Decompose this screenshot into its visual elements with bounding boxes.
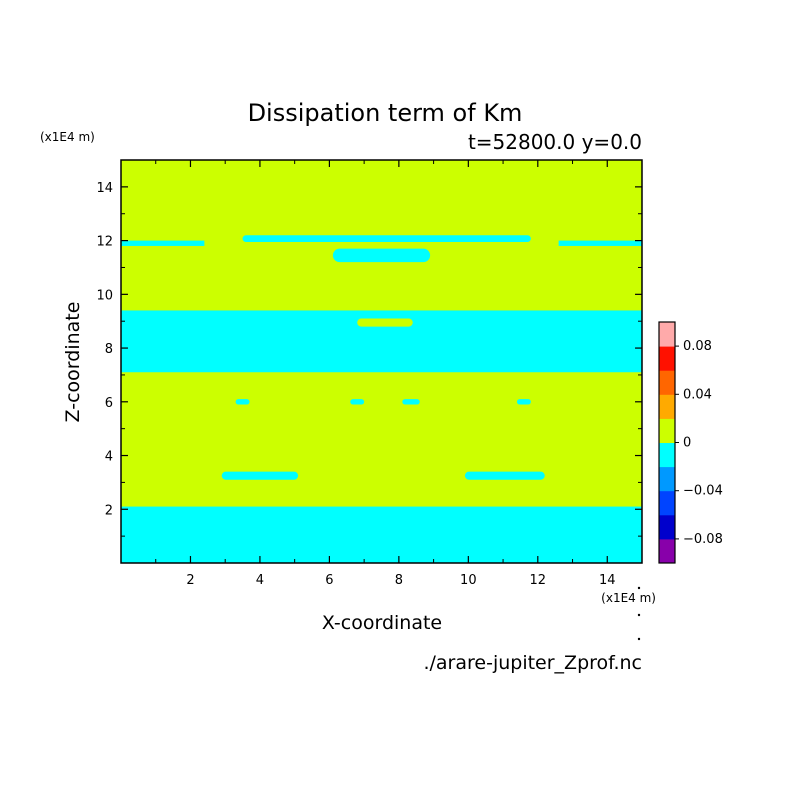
y-tick-label: 14 [96,181,113,196]
plot-frame [120,159,643,564]
x-tick-label: 8 [395,573,403,588]
x-tick-label: 4 [256,573,264,588]
region-low-right-blob [464,471,545,480]
x-tick-label: 12 [530,573,547,588]
y-axis-label: Z-coordinate [62,302,84,423]
colorbar-swatch [659,418,675,443]
colorbar: 0.08 0.04 0 −0.04 −0.08 [658,321,723,564]
y-tick-label: 10 [96,288,113,303]
colorbar-tick-label: 0.08 [683,339,712,354]
x-tick-label: 2 [186,573,194,588]
colorbar-tick-label: 0 [683,436,691,451]
region-upper-center-strip [242,235,531,242]
colorbar-swatch [659,514,675,540]
colorbar-swatch [659,442,675,468]
y-tick-label: 4 [105,450,113,465]
colorbar-swatch [659,466,675,492]
region-upper-right-strip [558,240,642,246]
y-unit-label: (x1E4 m) [40,130,95,144]
source-file-label: ./arare-jupiter_Zprof.nc [423,652,642,674]
region-bottom-band [121,506,642,563]
contour-regions [121,235,642,563]
colorbar-swatch [659,370,675,395]
colorbar-tick-label: 0.04 [683,387,712,402]
colorbar-swatch [659,538,675,564]
y-tick-label: 6 [105,396,113,411]
y-tick-label: 2 [105,503,113,518]
region-dot-2 [350,399,365,405]
chart-subtitle: t=52800.0 y=0.0 [468,130,642,154]
y-tick-label: 8 [105,342,113,357]
x-tick-label: 6 [325,573,333,588]
marker-dot [637,586,641,590]
plot-area: 2 4 6 8 10 12 14 2 4 6 8 10 12 14 [96,159,643,588]
region-dot-3 [402,399,420,405]
region-upper-left-strip [121,240,205,246]
region-dot-1 [235,399,250,405]
x-axis-label: X-coordinate [322,612,442,634]
region-dot-4 [516,399,531,405]
marker-dot [637,637,641,641]
region-upper-center-blob [332,248,431,263]
colorbar-tick-label: −0.04 [683,484,723,499]
colorbar-swatch [659,346,675,371]
marker-dot [637,613,641,617]
colorbar-swatch [659,322,675,347]
colorbar-tick-label: −0.08 [683,532,723,547]
chart-title: Dissipation term of Km [248,99,523,127]
axis-ticks: 2 4 6 8 10 12 14 2 4 6 8 10 12 14 [96,159,643,588]
x-tick-label: 10 [460,573,477,588]
x-tick-label: 14 [599,573,616,588]
x-unit-label: (x1E4 m) [601,591,656,605]
colorbar-swatch [659,490,675,516]
region-inner-pocket [357,318,413,327]
y-tick-label: 12 [96,235,113,250]
region-low-left-blob [221,471,299,480]
colorbar-swatch [659,394,675,419]
